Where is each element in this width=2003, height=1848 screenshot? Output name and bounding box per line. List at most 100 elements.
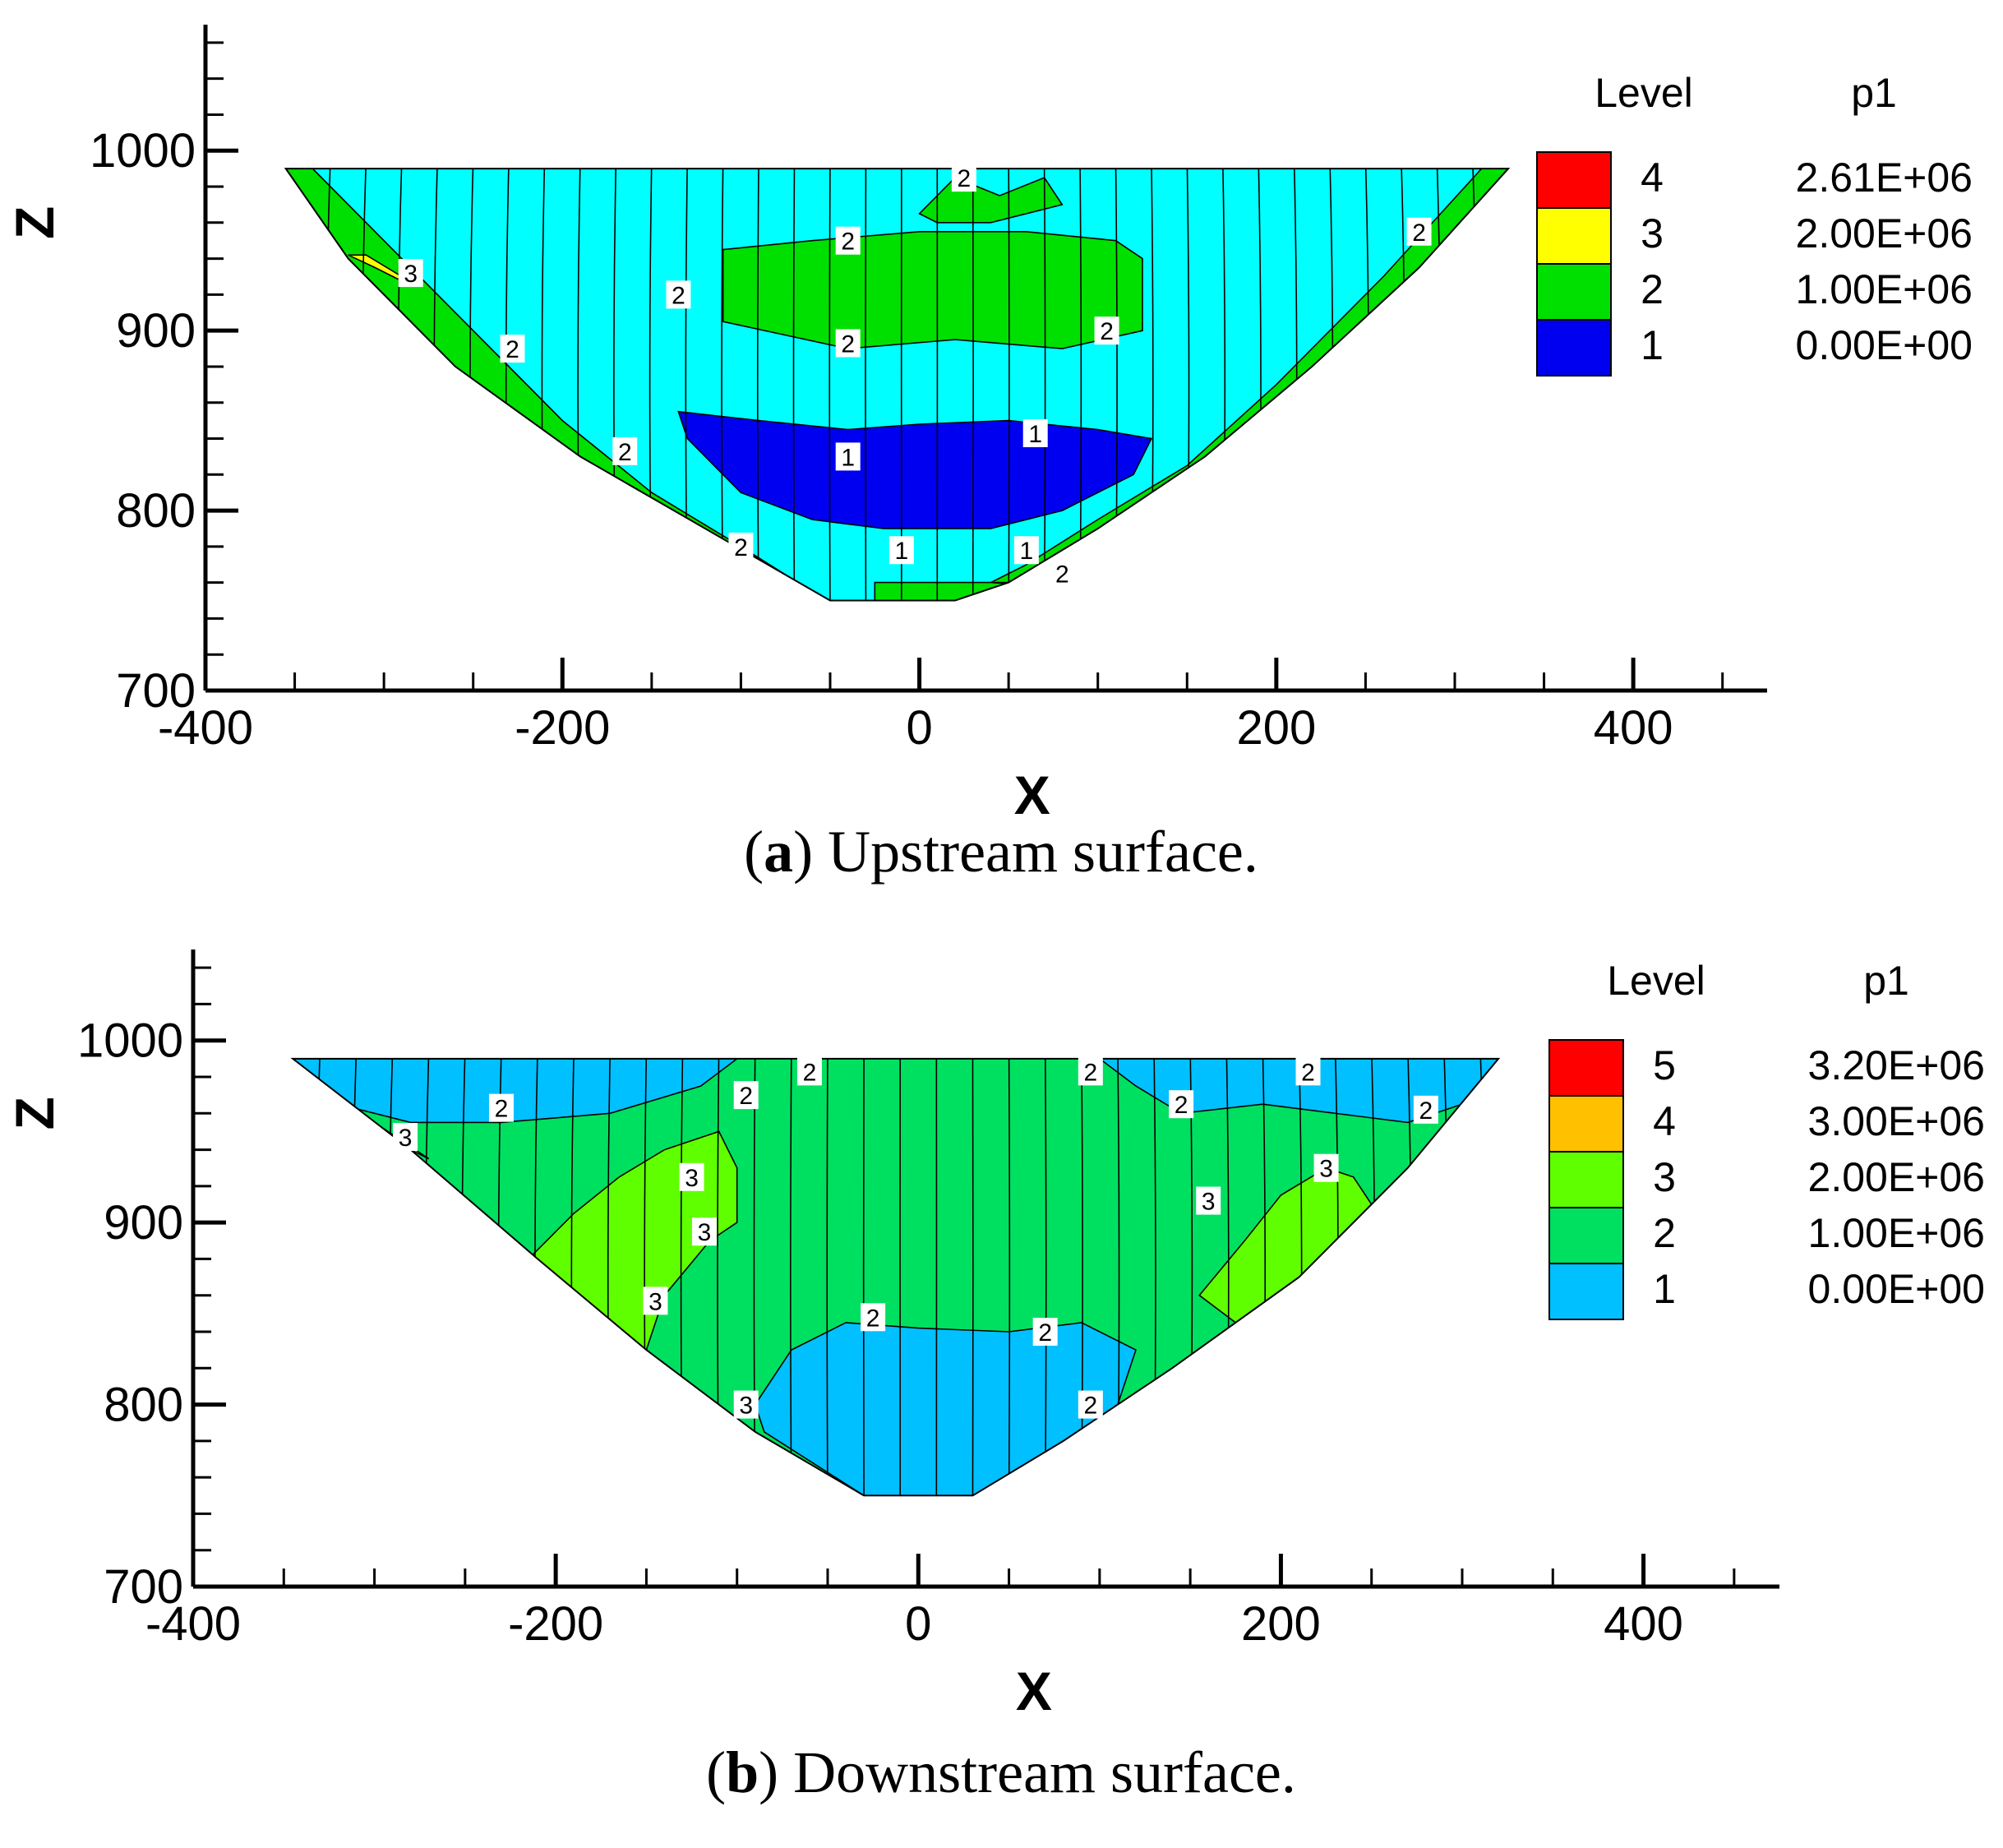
x-axis-title: X — [1016, 1661, 1052, 1721]
dam-outline — [290, 1057, 1501, 1497]
contour-label-box — [796, 1057, 822, 1086]
caption-close-paren: ) — [793, 819, 828, 885]
contour-label-text: 3 — [698, 1219, 712, 1246]
contour-label-box — [733, 1390, 759, 1419]
contour-label-box — [951, 164, 976, 192]
y-axis-title: Z — [4, 1097, 65, 1130]
legend-title-variable: p1 — [1863, 958, 1909, 1004]
mesh-line-13 — [790, 1058, 792, 1496]
contour-label-text: 2 — [1100, 318, 1114, 345]
legend-swatch — [1536, 207, 1612, 265]
legend-value-label: 2.61E+06 — [1796, 155, 1973, 201]
contour-label-box — [666, 280, 691, 309]
y-tick-label: 1000 — [90, 124, 196, 178]
legend-level-label: 3 — [1641, 210, 1664, 256]
legend-value-label: 2.00E+06 — [1808, 1154, 1985, 1200]
y-tick-label: 700 — [104, 1560, 183, 1614]
contour-label-text: 2 — [841, 330, 855, 358]
contour-label-text: 3 — [399, 1125, 413, 1152]
contour-label-text: 2 — [803, 1059, 817, 1086]
contour-label-text: 2 — [739, 1083, 753, 1110]
legend-level-label: 1 — [1653, 1266, 1676, 1312]
legend-level-label: 2 — [1653, 1210, 1676, 1256]
contour-label-box — [1313, 1153, 1339, 1182]
contour-label-text: 3 — [404, 261, 418, 288]
contour-label-text: 3 — [1202, 1189, 1216, 1216]
contour-label-box — [1022, 418, 1048, 447]
y-tick-label: 1000 — [77, 1014, 183, 1068]
legend-value-label: 3.00E+06 — [1808, 1098, 1985, 1144]
legend-swatch — [1548, 1207, 1624, 1264]
contour-label-box — [1078, 1390, 1103, 1419]
contour-label-text: 2 — [672, 282, 685, 309]
caption-close-paren: ) — [759, 1739, 793, 1805]
contour-label-box — [488, 1093, 514, 1122]
mesh-line-0 — [315, 1058, 321, 1496]
legend-level-label: 5 — [1653, 1042, 1676, 1088]
caption-letter: a — [764, 819, 793, 885]
contour-label-box — [1196, 1186, 1221, 1215]
contour-label-text: 2 — [1083, 1393, 1097, 1420]
x-tick-label: -400 — [158, 701, 253, 755]
legend-swatch — [1548, 1263, 1624, 1320]
contour-label-box — [835, 329, 861, 358]
contour-label-box — [679, 1162, 704, 1191]
legend-value-label: 0.00E+00 — [1796, 322, 1973, 368]
mesh-line-19 — [1008, 1058, 1011, 1496]
legend-swatch — [1548, 1095, 1624, 1153]
legend-level-label: 1 — [1641, 322, 1664, 368]
panel-downstream: -400 -200 0 200 400 700 800 900 1000 X Z 2 2 2 2 2 2 2 3 3 3… — [4, 949, 1985, 1805]
contour-label-box — [1078, 1057, 1103, 1086]
legend-value-label: 0.00E+00 — [1808, 1266, 1985, 1312]
legend-swatch — [1536, 263, 1612, 321]
panel-caption: (b) Downstream surface. — [706, 1739, 1296, 1805]
y-tick-label: 700 — [116, 664, 196, 718]
caption-open-paren: ( — [706, 1739, 726, 1805]
contour-label-box — [692, 1217, 718, 1246]
contour-label-text: 2 — [1038, 1319, 1052, 1347]
contour-base-region — [293, 1058, 1499, 1496]
contour-region-4 — [874, 581, 1045, 601]
mesh-line-32 — [1471, 169, 1478, 601]
contour-label-box — [835, 226, 861, 255]
contour-label-box — [1406, 217, 1432, 246]
y-tick-label: 900 — [116, 304, 196, 358]
legend-swatch — [1536, 151, 1612, 209]
mesh-line-20 — [1044, 1058, 1047, 1496]
contour-label-box — [1295, 1057, 1321, 1086]
contour-label-text: 3 — [1319, 1156, 1333, 1183]
contour-label-text: 2 — [618, 439, 632, 466]
contour-label-text: 2 — [1055, 561, 1069, 589]
contour-label-text: 3 — [739, 1393, 753, 1420]
contour-label-box — [861, 1303, 886, 1332]
contour-label-text: 2 — [1301, 1059, 1315, 1086]
contour-label-box — [1413, 1095, 1438, 1124]
contour-label-text: 1 — [1028, 421, 1042, 448]
dam-outline — [284, 168, 1511, 602]
legend-value-label: 3.20E+06 — [1808, 1042, 1985, 1088]
contour-label-text: 3 — [648, 1288, 662, 1315]
mesh-line-14 — [826, 1058, 828, 1496]
contour-label-box — [1050, 559, 1075, 588]
caption-text: Downstream surface. — [793, 1739, 1296, 1805]
legend-title-level: Level — [1595, 70, 1693, 116]
mesh-line-1 — [352, 1058, 358, 1496]
x-tick-label: 400 — [1594, 701, 1673, 755]
contour-label-text: 1 — [841, 444, 855, 471]
contour-label-box — [1169, 1090, 1194, 1119]
x-tick-label: 0 — [906, 701, 932, 755]
legend-value-label: 2.00E+06 — [1796, 210, 1973, 256]
contour-label-box — [1013, 536, 1039, 565]
x-tick-label: 200 — [1241, 1597, 1321, 1651]
contour-label-box — [500, 335, 525, 363]
y-tick-label: 900 — [104, 1196, 183, 1250]
x-tick-label: 400 — [1604, 1597, 1683, 1651]
x-tick-label: -200 — [508, 1597, 603, 1651]
y-tick-label: 800 — [116, 484, 196, 538]
contour-label-box — [835, 442, 861, 471]
legend-swatch — [1548, 1039, 1624, 1097]
x-axis-title: X — [1014, 765, 1050, 825]
legend-swatch — [1548, 1151, 1624, 1208]
